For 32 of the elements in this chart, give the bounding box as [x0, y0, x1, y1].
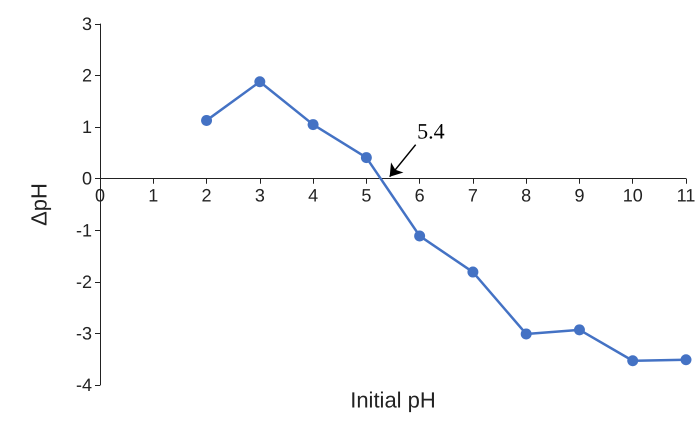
x-tick-label: 11	[676, 186, 696, 206]
y-tick-label: 0	[82, 168, 92, 189]
y-tick-label: -4	[76, 375, 92, 395]
x-tick-label: 8	[521, 186, 532, 206]
y-axis-title: ΔpH	[26, 183, 52, 226]
x-tick-label: 1	[148, 186, 158, 206]
y-tick-label: -1	[76, 220, 92, 240]
point	[201, 114, 212, 126]
x-tick-label: 3	[254, 186, 265, 206]
x-tick-label: 9	[574, 186, 584, 206]
point	[680, 354, 692, 366]
x-tick-label: 7	[468, 186, 478, 206]
y-tick-label: 1	[82, 117, 92, 138]
point	[360, 152, 372, 164]
point	[254, 76, 266, 88]
y-tick-label: -3	[76, 323, 92, 344]
x-tick-label: 5	[361, 186, 372, 206]
point	[308, 119, 319, 130]
y-tick-label: -2	[76, 272, 92, 292]
x-tick-label: 2	[202, 186, 212, 206]
x-tick-label: 10	[622, 186, 643, 206]
point	[627, 355, 638, 366]
x-axis-title: Initial pH	[350, 388, 436, 412]
y-tick-label: 3	[82, 14, 92, 34]
x-tick-label: 4	[308, 186, 318, 206]
point	[520, 328, 532, 340]
point	[467, 266, 478, 278]
annotation: 5.4	[417, 118, 445, 144]
x-tick-label: 6	[414, 186, 425, 206]
point	[574, 324, 585, 336]
point	[414, 230, 426, 242]
y-tick-label: 2	[82, 66, 92, 86]
